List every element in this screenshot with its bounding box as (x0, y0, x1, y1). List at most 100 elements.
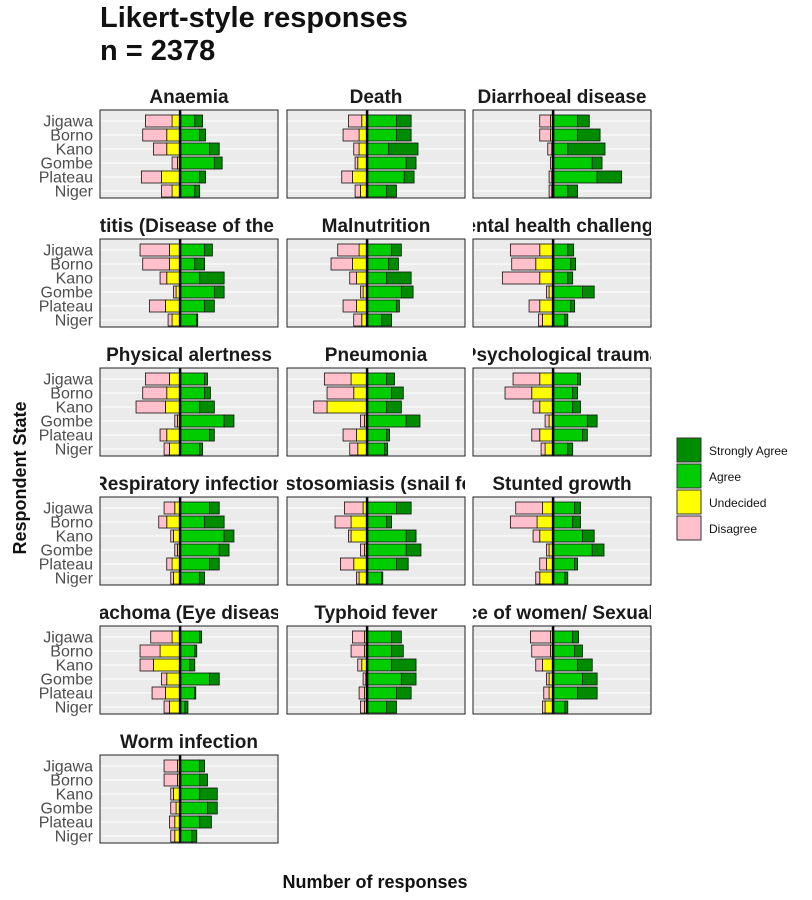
bar-undecided-jigawa (539, 372, 554, 386)
bar-strongly-agree-niger (564, 700, 569, 714)
bar-strongly-agree-jigawa (391, 243, 402, 257)
panel-title: Death (350, 87, 403, 108)
bar-disagree-plateau (151, 686, 166, 700)
bar-agree-kano (552, 400, 574, 414)
bar-strongly-agree-borno (572, 386, 578, 400)
bar-strongly-agree-plateau (577, 686, 598, 700)
panel-border (472, 238, 652, 328)
bar-agree-niger (552, 442, 569, 456)
bar-undecided-borno (535, 257, 554, 271)
bar-agree-jigawa (366, 243, 392, 257)
panel-pneumonia: Pneumonia (286, 345, 466, 457)
bar-disagree-niger (163, 700, 170, 714)
panel-malnutrition: Malnutrition (286, 216, 466, 328)
bar-disagree-jigawa (509, 243, 541, 257)
bar-agree-niger (179, 184, 196, 198)
bar-agree-borno (552, 644, 576, 658)
bar-strongly-agree-jigawa (567, 243, 575, 257)
panel-title-clip: Diarrhoeal disease (478, 87, 647, 108)
bar-disagree-kano (353, 142, 360, 156)
bar-disagree-kano (547, 142, 553, 156)
panel-worm-infection: Worm infection JigawaBornoKanoGombePlatea… (39, 732, 279, 846)
panel-title: Pneumonia (325, 345, 428, 366)
bar-strongly-agree-jigawa (204, 243, 213, 257)
panel-title-clip: Death (350, 87, 403, 108)
panel-hepatitis-disease-of-the-liver: Hepatitis (Disease of the liver) JigawaBo… (39, 216, 279, 330)
bar-agree-jigawa (179, 501, 210, 515)
bar-strongly-agree-plateau (396, 557, 409, 571)
bar-disagree-borno (509, 515, 538, 529)
bar-disagree-plateau (342, 428, 357, 442)
bar-disagree-kano (170, 787, 174, 801)
bar-agree-jigawa (552, 501, 576, 515)
bar-disagree-gombe (360, 414, 365, 428)
state-label-jigawa: Jigawa (43, 372, 93, 389)
bar-undecided-niger (169, 700, 181, 714)
bar-strongly-agree-plateau (199, 170, 206, 184)
panel-mental-health-challenges: Mental health challenges (472, 216, 652, 328)
state-label-gombe: Gombe (41, 285, 94, 302)
bar-agree-niger (366, 184, 388, 198)
bar-agree-kano (366, 658, 392, 672)
bar-strongly-agree-niger (196, 313, 199, 327)
bar-disagree-gombe (170, 801, 177, 815)
bar-agree-kano (179, 142, 210, 156)
panel-trachoma-eye-disease: Trachoma (Eye disease) JigawaBornoKanoGom… (39, 603, 279, 717)
state-label-niger: Niger (55, 700, 94, 717)
legend-swatch-disagree (676, 515, 702, 541)
panel-diarrhoeal-disease: Diarrhoeal disease (472, 87, 652, 199)
bar-undecided-borno (352, 257, 368, 271)
bar-undecided-plateau (165, 299, 181, 313)
panel-title-clip: Worm infection (120, 732, 258, 753)
bar-undecided-plateau (539, 299, 554, 313)
bar-strongly-agree-kano (391, 658, 417, 672)
bar-strongly-agree-gombe (582, 285, 595, 299)
bar-agree-jigawa (552, 114, 578, 128)
bar-strongly-agree-plateau (386, 428, 391, 442)
legend-label-undecided: Undecided (709, 496, 766, 510)
bar-disagree-gombe (174, 543, 178, 557)
bar-disagree-plateau (166, 557, 173, 571)
bar-strongly-agree-plateau (396, 299, 400, 313)
bar-agree-kano (366, 400, 388, 414)
bar-disagree-jigawa (512, 372, 541, 386)
bar-agree-jigawa (366, 372, 388, 386)
bar-strongly-agree-niger (191, 829, 198, 843)
state-label-gombe: Gombe (41, 156, 94, 173)
state-label-niger: Niger (55, 442, 94, 459)
bar-disagree-jigawa (344, 501, 364, 515)
panel-title: Violence of women/ Sexual abuse (410, 603, 714, 624)
bar-agree-borno (179, 257, 196, 271)
panel-title-clip: Trachoma (Eye disease) (100, 603, 278, 624)
bar-undecided-borno (166, 386, 181, 400)
legend-swatch-strongly-agree (676, 437, 702, 463)
bar-strongly-agree-niger (199, 442, 204, 456)
bar-disagree-kano (349, 271, 357, 285)
bar-strongly-agree-jigawa (396, 501, 412, 515)
bar-agree-niger (179, 571, 201, 585)
bar-disagree-gombe (544, 414, 550, 428)
bar-disagree-gombe (546, 285, 550, 299)
bar-strongly-agree-jigawa (209, 501, 220, 515)
state-label-kano: Kano (56, 529, 93, 546)
bar-disagree-borno (504, 386, 533, 400)
panel-border (99, 625, 279, 715)
bar-agree-gombe (552, 672, 583, 686)
bar-undecided-kano (350, 529, 368, 543)
state-label-kano: Kano (56, 658, 93, 675)
bar-strongly-agree-gombe (400, 285, 414, 299)
bar-agree-kano (179, 271, 201, 285)
bar-agree-gombe (179, 414, 225, 428)
bar-disagree-borno (163, 773, 178, 787)
bar-disagree-jigawa (163, 501, 176, 515)
chart-subtitle-n: n = 2378 (100, 35, 216, 67)
bar-agree-niger (552, 700, 566, 714)
panel-stunted-growth: Stunted growth (472, 474, 652, 586)
bar-disagree-niger (548, 184, 553, 198)
bar-strongly-agree-borno (194, 644, 198, 658)
bar-strongly-agree-borno (199, 128, 206, 142)
panel-title-clip: Psychological trauma (473, 345, 651, 366)
bar-strongly-agree-niger (184, 700, 189, 714)
